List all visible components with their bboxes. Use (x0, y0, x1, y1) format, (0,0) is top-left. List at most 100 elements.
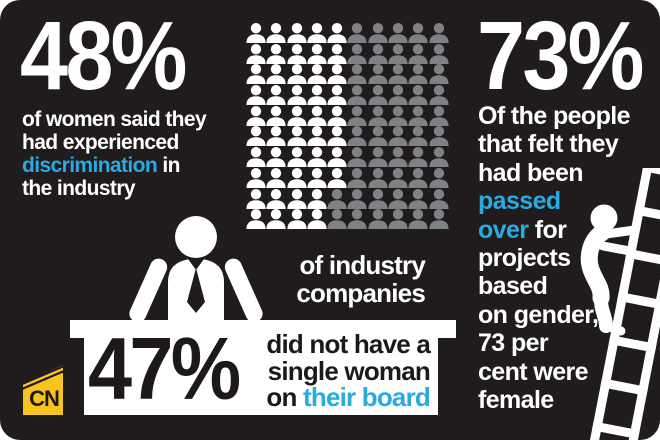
text-line: of industry (299, 250, 425, 280)
text-line: over for (478, 215, 567, 244)
person-icon (429, 43, 449, 64)
person-icon (327, 23, 347, 43)
person-icon (388, 209, 408, 230)
table-board (84, 338, 438, 415)
text-line: female (478, 386, 554, 415)
person-icon (408, 64, 428, 85)
person-icon (266, 64, 286, 85)
text-line: on their board (266, 382, 430, 412)
stat-48-description: of women said they had experienced discrim… (22, 108, 207, 200)
person-icon (327, 85, 347, 106)
person-icon (246, 23, 266, 43)
person-icon (408, 147, 428, 168)
person-icon (347, 23, 368, 43)
person-icon (368, 85, 388, 106)
person-icon (307, 147, 327, 168)
person-icon (266, 85, 286, 106)
text-line: companies (296, 278, 425, 308)
person-icon (307, 85, 327, 106)
text-line: did not have a (266, 329, 430, 359)
person-icon (307, 64, 327, 85)
person-icon (368, 105, 388, 126)
pictogram-row (246, 105, 449, 127)
pictogram-row (246, 167, 449, 189)
person-icon (307, 23, 327, 43)
pictogram-row (246, 188, 449, 210)
person-icon (286, 167, 307, 188)
person-icon (408, 188, 428, 209)
person-icon (429, 64, 449, 85)
person-icon (246, 167, 266, 188)
person-icon (307, 105, 327, 126)
person-icon (368, 167, 388, 188)
person-icon (307, 126, 327, 147)
person-icon (246, 147, 266, 168)
stat-47-caption: of industry companies (280, 251, 425, 307)
person-icon (408, 209, 428, 230)
text-line: projects (478, 244, 571, 273)
person-icon (307, 188, 327, 209)
person-icon (347, 105, 368, 126)
person-icon (408, 167, 428, 188)
person-icon (246, 64, 266, 85)
person-icon (286, 23, 307, 43)
pictogram-row (246, 85, 449, 106)
stat-73-description: Of the people that felt they had been passe… (478, 102, 631, 415)
person-icon (327, 167, 347, 188)
pictogram-row (246, 23, 449, 44)
person-icon (347, 64, 368, 85)
person-icon (347, 188, 368, 209)
person-icon (408, 85, 428, 106)
stat-47-value: 47% (88, 319, 241, 418)
person-icon (286, 64, 307, 85)
person-icon (347, 209, 368, 230)
person-icon (286, 43, 307, 64)
person-icon (388, 126, 408, 147)
person-icon (347, 167, 368, 188)
person-icon (347, 126, 368, 147)
climber-person-icon (580, 204, 640, 336)
person-icon (246, 188, 266, 209)
person-icon (429, 85, 449, 106)
person-icon (408, 43, 428, 64)
person-icon (429, 147, 449, 168)
text-line: on gender, (478, 300, 599, 329)
person-icon (368, 188, 388, 209)
text-line: that felt they (478, 130, 619, 159)
person-icon (286, 188, 307, 209)
cn-logo-text: CN (29, 386, 60, 411)
person-icon (327, 43, 347, 64)
person-icon (347, 43, 368, 64)
person-icon (388, 188, 408, 209)
person-icon (408, 126, 428, 147)
text-line: had experienced (22, 131, 179, 154)
pictogram-row (246, 43, 449, 65)
person-icon (347, 147, 368, 168)
person-icon (388, 43, 408, 64)
person-icon (347, 85, 368, 106)
person-icon (368, 147, 388, 168)
person-icon (368, 43, 388, 64)
person-icon (429, 105, 449, 126)
person-icon (286, 105, 307, 126)
person-icon (429, 23, 449, 43)
person-icon (246, 126, 266, 147)
text-line: single woman (267, 355, 431, 386)
cn-logo (22, 364, 64, 415)
person-icon (266, 126, 286, 147)
text-line: of women said they (22, 108, 207, 131)
text-line: 73 per (478, 329, 549, 358)
person-icon (266, 167, 286, 188)
text-line: had been (478, 158, 584, 187)
person-icon (266, 43, 286, 64)
pictogram-row (246, 126, 449, 147)
person-icon (286, 85, 307, 106)
person-icon (327, 188, 347, 209)
text-line: Of the people (478, 102, 631, 130)
person-icon (388, 167, 408, 188)
person-icon (368, 23, 388, 43)
person-icon (307, 167, 327, 188)
person-icon (408, 23, 428, 43)
stat-47-description: did not have a single woman on their board (238, 331, 430, 411)
